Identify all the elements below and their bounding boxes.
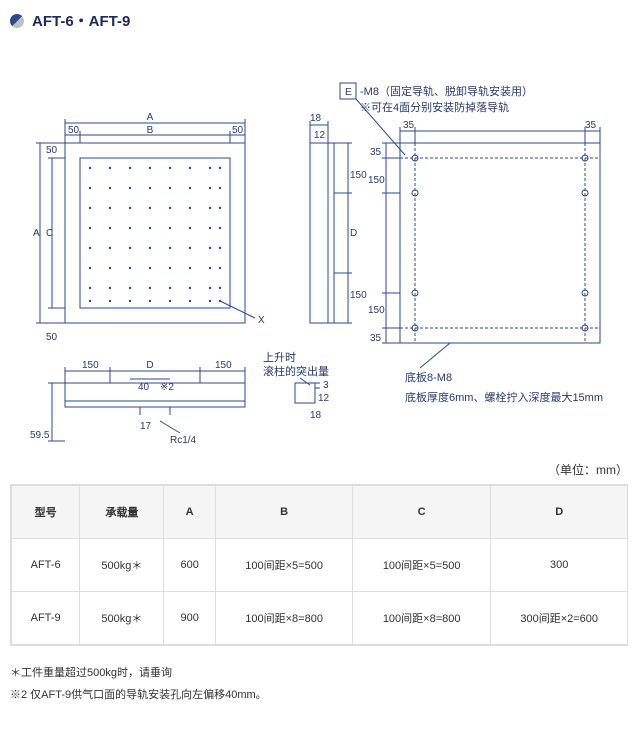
- svg-text:D: D: [146, 360, 153, 371]
- unit-label: （单位：mm）: [10, 461, 628, 478]
- svg-text:B: B: [147, 125, 154, 136]
- col-header: D: [490, 486, 628, 539]
- spec-table-wrap[interactable]: 型号承载量ABCDE AFT-6500kg＊600100间距×5=500100间…: [10, 484, 628, 646]
- svg-text:50: 50: [68, 125, 80, 136]
- svg-text:※可在4面分别安装防掉落导轨: ※可在4面分别安装防掉落导轨: [360, 100, 509, 114]
- table-cell: 600: [164, 539, 215, 592]
- table-cell: 300: [490, 539, 628, 592]
- svg-text:上升时: 上升时: [263, 351, 296, 364]
- svg-text:50: 50: [46, 145, 58, 156]
- svg-text:18: 18: [310, 113, 322, 124]
- svg-text:E: E: [345, 87, 352, 98]
- table-cell: 500kg＊: [80, 592, 164, 645]
- svg-text:40: 40: [138, 382, 150, 393]
- bullet-icon: [10, 14, 24, 28]
- footnote-2: ※2 仅AFT-9供气口面的导轨安装孔向左偏移40mm。: [10, 684, 628, 706]
- svg-text:17: 17: [140, 421, 152, 432]
- svg-text:Rc1/4: Rc1/4: [170, 435, 197, 446]
- svg-text:底板厚度6mm、螺栓拧入深度最大15mm: 底板厚度6mm、螺栓拧入深度最大15mm: [405, 390, 603, 404]
- table-cell: 900: [164, 592, 215, 645]
- table-cell: 500kg＊: [80, 539, 164, 592]
- svg-text:35: 35: [585, 120, 597, 131]
- col-header: A: [164, 486, 215, 539]
- svg-text:35: 35: [370, 333, 382, 344]
- svg-text:150: 150: [82, 360, 99, 371]
- svg-text:35: 35: [403, 120, 415, 131]
- svg-text:底板8-M8: 底板8-M8: [405, 370, 452, 384]
- svg-text:12: 12: [314, 130, 326, 141]
- spec-table: 型号承载量ABCDE AFT-6500kg＊600100间距×5=500100间…: [11, 485, 628, 645]
- section-title: AFT-6・AFT-9: [32, 10, 130, 31]
- svg-text:12: 12: [318, 393, 330, 404]
- svg-text:18: 18: [310, 410, 322, 421]
- col-header: 型号: [12, 486, 80, 539]
- table-cell: 100间距×5=500: [353, 539, 491, 592]
- svg-text:滚柱的突出量: 滚柱的突出量: [263, 364, 329, 378]
- table-row: AFT-9500kg＊900100间距×8=800100间距×8=800300间…: [12, 592, 629, 645]
- svg-text:150: 150: [368, 305, 385, 316]
- svg-text:※2: ※2: [160, 382, 174, 393]
- svg-text:150: 150: [368, 175, 385, 186]
- table-row: AFT-6500kg＊600100间距×5=500100间距×5=5003001…: [12, 539, 629, 592]
- svg-text:150: 150: [350, 290, 367, 301]
- svg-text:A: A: [33, 228, 40, 239]
- col-header: C: [353, 486, 491, 539]
- footnote-1: ＊工件重量超过500kg时，请垂询: [10, 662, 628, 684]
- svg-text:59.5: 59.5: [30, 430, 50, 441]
- svg-text:-M8（固定导轨、脱卸导轨安装用）: -M8（固定导轨、脱卸导轨安装用）: [360, 84, 533, 98]
- table-cell: 300间距×2=600: [490, 592, 628, 645]
- col-header: 承载量: [80, 486, 164, 539]
- svg-text:A: A: [147, 112, 154, 123]
- table-cell: AFT-9: [12, 592, 80, 645]
- table-cell: AFT-6: [12, 539, 80, 592]
- section-header: AFT-6・AFT-9: [10, 10, 628, 31]
- svg-text:D: D: [350, 228, 357, 239]
- svg-text:150: 150: [350, 170, 367, 181]
- table-cell: 100间距×8=800: [353, 592, 491, 645]
- svg-text:150: 150: [215, 360, 232, 371]
- svg-text:50: 50: [232, 125, 244, 136]
- svg-text:50: 50: [46, 332, 58, 343]
- svg-text:3: 3: [323, 380, 329, 391]
- svg-text:35: 35: [370, 147, 382, 158]
- table-cell: 100间距×5=500: [215, 539, 353, 592]
- col-header: B: [215, 486, 353, 539]
- footnotes: ＊工件重量超过500kg时，请垂询 ※2 仅AFT-9供气口面的导轨安装孔向左偏…: [10, 662, 628, 706]
- technical-diagram: X A B 50 50 A C 50 50 150 D 150 40 ※2 59…: [10, 43, 628, 453]
- table-cell: 100间距×8=800: [215, 592, 353, 645]
- label-x: X: [258, 315, 265, 326]
- svg-text:C: C: [46, 228, 53, 239]
